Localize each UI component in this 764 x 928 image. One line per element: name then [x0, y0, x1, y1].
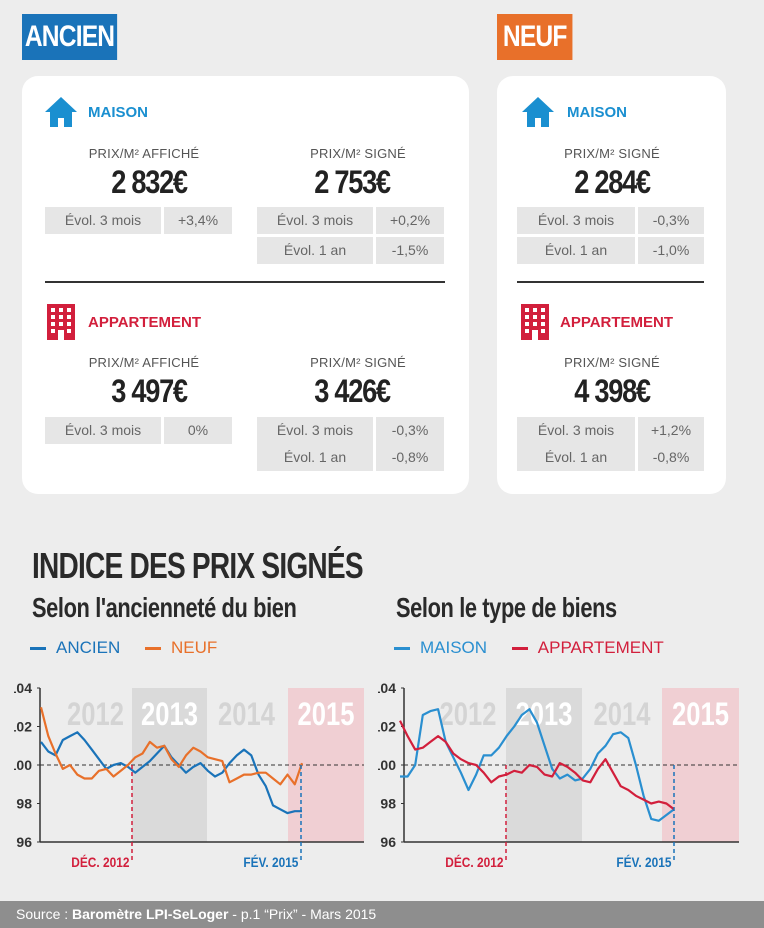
evol-label: Évol. 3 mois [257, 207, 373, 234]
evol-label: Évol. 3 mois [257, 417, 373, 444]
label-prix-affiche: PRIX/M² AFFICHÉ [88, 146, 200, 161]
y-tick-label: 104 [378, 680, 396, 696]
legend-type: MAISON APPARTEMENT [394, 638, 664, 658]
label-prix-signe: PRIX/M² SIGNÉ [310, 355, 406, 370]
period-label: 2013 [141, 697, 198, 732]
tag-ancien: ANCIEN [22, 14, 118, 60]
y-tick-label: 100 [378, 757, 396, 773]
period-label: 2014 [218, 697, 275, 732]
legend-swatch-ancien [30, 647, 46, 651]
period-label: 2014 [594, 697, 651, 732]
price-signe: 3 426€ [314, 373, 391, 409]
marker-label: DÉC. 2012 [445, 854, 503, 870]
evol-value: -1,5% [376, 237, 444, 264]
divider [517, 281, 704, 283]
price-signe: 2 284€ [574, 164, 651, 200]
evol-value: -0,8% [638, 444, 704, 471]
house-icon [522, 97, 554, 127]
evol-value: -0,3% [376, 417, 444, 444]
legend-label-maison: MAISON [420, 638, 488, 657]
series-line-appartement [399, 720, 675, 811]
period-label: 2012 [440, 697, 497, 732]
marker-label: FÉV. 2015 [616, 854, 671, 870]
legend-swatch-appartement [511, 647, 528, 651]
evol-label: Évol. 3 mois [45, 207, 161, 234]
evol-label: Évol. 3 mois [517, 417, 635, 444]
y-tick-label: 98 [380, 796, 396, 812]
label-prix-signe: PRIX/M² SIGNÉ [564, 146, 660, 161]
y-tick-label: 96 [380, 834, 396, 850]
evol-value: +3,4% [164, 207, 232, 234]
divider [45, 281, 445, 283]
section-title-maison: MAISON [567, 104, 627, 121]
period-label: 2015 [298, 697, 355, 732]
evol-value: -0,3% [638, 207, 704, 234]
chart-title-type: Selon le type de biens [396, 592, 617, 623]
card-neuf: MAISON PRIX/M² SIGNÉ 2 284€ Évol. 3 mois… [497, 76, 726, 494]
label-prix-affiche: PRIX/M² AFFICHÉ [88, 355, 200, 370]
chart-title-anciennete: Selon l'ancienneté du bien [32, 592, 297, 623]
evol-label: Évol. 3 mois [517, 207, 635, 234]
evol-value: -0,8% [376, 444, 444, 471]
series-line-neuf [39, 707, 304, 786]
legend-swatch-maison [394, 647, 410, 651]
legend-label-appartement: APPARTEMENT [537, 638, 664, 657]
house-icon [45, 97, 77, 127]
y-tick-label: 102 [378, 719, 396, 735]
footer-source: Source : Baromètre LPI-SeLoger - p.1 “Pr… [0, 901, 764, 928]
marker-label: DÉC. 2012 [71, 854, 129, 870]
evol-value: +0,2% [376, 207, 444, 234]
evol-label: Évol. 1 an [257, 444, 373, 471]
y-tick-label: 98 [16, 796, 32, 812]
legend-label-ancien: ANCIEN [56, 638, 121, 657]
chart-type-biens: 2012 2013 2014 2015 104 102 100 98 96 DÉC. 2012 FÉ… [378, 680, 739, 870]
evol-value: 0% [164, 417, 232, 444]
y-tick-label: 96 [16, 834, 32, 850]
section-title-appartement: APPARTEMENT [88, 314, 202, 331]
legend-anciennete: ANCIEN NEUF [30, 638, 217, 658]
section-title-maison: MAISON [88, 104, 148, 121]
price-signe: 2 753€ [314, 164, 391, 200]
y-tick-label: 102 [14, 719, 32, 735]
chart-anciennete: 2012 2013 2014 2015 104 102 100 98 96 DÉC. 2012 FÉ… [14, 680, 364, 870]
card-ancien: MAISON PRIX/M² AFFICHÉ 2 832€ Évol. 3 mo… [22, 76, 469, 494]
footer-prefix: Source : [16, 906, 73, 922]
evol-label: Évol. 1 an [517, 444, 635, 471]
label-prix-signe: PRIX/M² SIGNÉ [310, 146, 406, 161]
evol-label: Évol. 1 an [517, 237, 635, 264]
marker-label: FÉV. 2015 [243, 854, 298, 870]
building-icon [47, 304, 75, 340]
tag-neuf: NEUF [497, 14, 573, 60]
evol-label: Évol. 3 mois [45, 417, 161, 444]
label-prix-signe: PRIX/M² SIGNÉ [564, 355, 660, 370]
period-label: 2013 [516, 697, 573, 732]
footer-suffix: - p.1 “Prix” - Mars 2015 [228, 906, 377, 922]
building-icon [521, 304, 549, 340]
evol-value: +1,2% [638, 417, 704, 444]
legend-label-neuf: NEUF [170, 638, 218, 657]
price-affiche: 3 497€ [111, 373, 188, 409]
y-tick-label: 104 [14, 680, 32, 696]
evol-value: -1,0% [638, 237, 704, 264]
footer-source-name: Baromètre LPI-SeLoger [72, 906, 229, 922]
index-title: INDICE DES PRIX SIGNÉS [32, 545, 364, 586]
period-label: 2015 [672, 697, 729, 732]
price-signe: 4 398€ [574, 373, 651, 409]
price-affiche: 2 832€ [111, 164, 188, 200]
y-tick-label: 100 [14, 757, 32, 773]
period-label: 2012 [67, 697, 124, 732]
legend-swatch-neuf [144, 647, 161, 651]
section-title-appartement: APPARTEMENT [560, 314, 674, 331]
evol-label: Évol. 1 an [257, 237, 373, 264]
